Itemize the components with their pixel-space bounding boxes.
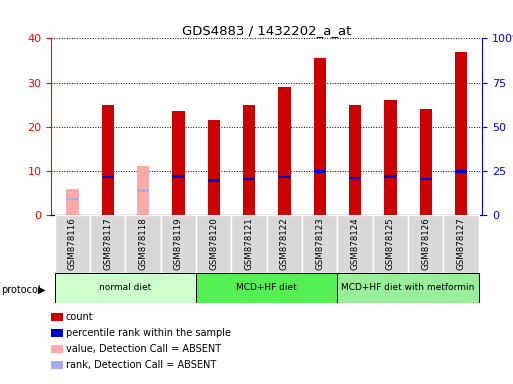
Bar — [102, 176, 114, 179]
Bar — [302, 215, 338, 273]
Text: ▶: ▶ — [38, 285, 46, 295]
Text: percentile rank within the sample: percentile rank within the sample — [66, 328, 231, 338]
Bar — [278, 176, 290, 179]
Text: value, Detection Call = ABSENT: value, Detection Call = ABSENT — [66, 344, 221, 354]
Bar — [161, 215, 196, 273]
Bar — [102, 104, 114, 215]
Text: GSM878127: GSM878127 — [457, 217, 465, 270]
Bar — [196, 273, 338, 303]
Text: GSM878125: GSM878125 — [386, 217, 395, 270]
Bar — [443, 215, 479, 273]
Bar — [55, 215, 90, 273]
Text: GSM878116: GSM878116 — [68, 217, 77, 270]
Bar — [243, 104, 255, 215]
Text: GSM878123: GSM878123 — [315, 217, 324, 270]
Bar — [66, 189, 78, 215]
Bar — [90, 215, 126, 273]
Bar — [420, 177, 432, 180]
Text: GSM878118: GSM878118 — [139, 217, 148, 270]
Bar — [455, 170, 467, 173]
Bar — [349, 104, 361, 215]
Bar — [208, 120, 220, 215]
Text: count: count — [66, 312, 93, 322]
Bar — [338, 273, 479, 303]
Bar — [196, 215, 231, 273]
Bar — [137, 189, 149, 192]
Bar — [126, 215, 161, 273]
Text: GSM878119: GSM878119 — [174, 217, 183, 270]
Bar — [313, 58, 326, 215]
Title: GDS4883 / 1432202_a_at: GDS4883 / 1432202_a_at — [182, 24, 351, 37]
Text: GSM878126: GSM878126 — [421, 217, 430, 270]
Bar — [267, 215, 302, 273]
Bar — [137, 167, 149, 215]
Bar — [55, 273, 196, 303]
Bar — [384, 100, 397, 215]
Text: GSM878122: GSM878122 — [280, 217, 289, 270]
Text: MCD+HF diet with metformin: MCD+HF diet with metformin — [341, 283, 475, 293]
Text: GSM878124: GSM878124 — [350, 217, 360, 270]
Bar — [66, 198, 78, 200]
Bar — [172, 111, 185, 215]
Bar — [420, 109, 432, 215]
Bar — [408, 215, 443, 273]
Text: GSM878117: GSM878117 — [103, 217, 112, 270]
Text: GSM878120: GSM878120 — [209, 217, 218, 270]
Bar — [172, 175, 185, 177]
Text: protocol: protocol — [2, 285, 41, 295]
Bar — [349, 177, 361, 179]
Bar — [278, 87, 290, 215]
Text: rank, Detection Call = ABSENT: rank, Detection Call = ABSENT — [66, 360, 216, 370]
Bar — [313, 170, 326, 173]
Bar — [243, 177, 255, 180]
Bar — [455, 51, 467, 215]
Text: normal diet: normal diet — [100, 283, 152, 293]
Bar — [338, 215, 373, 273]
Text: GSM878121: GSM878121 — [245, 217, 253, 270]
Bar — [231, 215, 267, 273]
Text: MCD+HF diet: MCD+HF diet — [236, 283, 297, 293]
Bar — [208, 179, 220, 182]
Bar — [384, 175, 397, 177]
Bar — [373, 215, 408, 273]
